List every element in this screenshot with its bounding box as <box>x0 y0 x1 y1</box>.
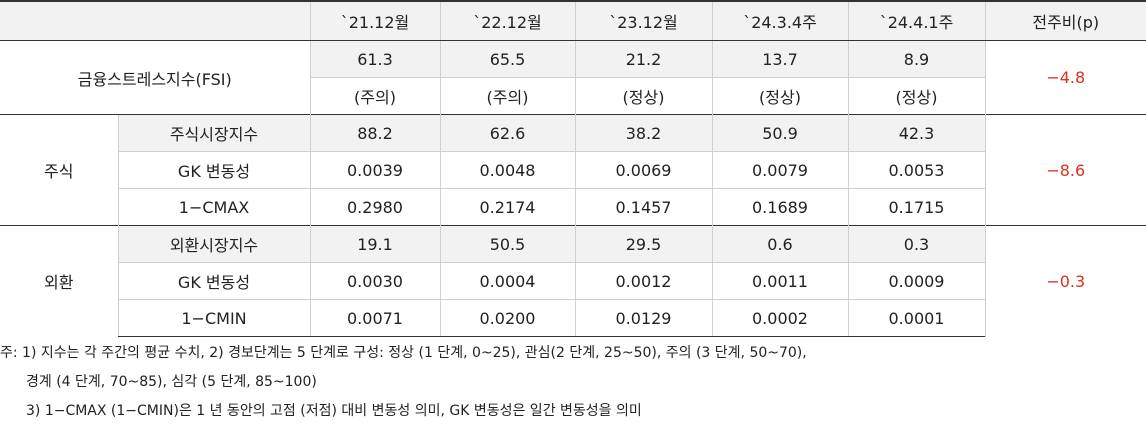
cell: (정상) <box>847 77 985 115</box>
header-cell: `24.4.1주 <box>847 0 985 41</box>
cell: 8.9 <box>847 40 985 78</box>
cell: 0.0039 <box>309 151 440 189</box>
cell: 0.0069 <box>574 151 712 189</box>
cell: 0.0048 <box>439 151 575 189</box>
note-line: 3) 1−CMAX (1−CMIN)은 1 년 동안의 고점 (저점) 대비 변… <box>26 403 642 419</box>
cell: 0.0030 <box>309 262 440 300</box>
cell: 65.5 <box>439 40 575 78</box>
cell: 62.6 <box>439 114 575 152</box>
cell: 61.3 <box>309 40 440 78</box>
cell: 38.2 <box>574 114 712 152</box>
table-row: `21.12월 `22.12월 `23.12월 `24.3.4주 `24.4.1주 전주비… <box>0 0 1146 41</box>
notes: 주: 1) 지수는 각 주간의 평균 수치, 2) 경보단계는 5 단계로 구성… <box>0 337 1146 426</box>
row-label: GK 변동성 <box>117 151 310 189</box>
table-row: (주의) (주의) (정상) (정상) (정상) <box>0 77 1146 115</box>
table-row: 외환 외환시장지수 19.1 50.5 29.5 0.6 0.3 −0.3 <box>0 225 1146 337</box>
cell: 50.5 <box>439 225 575 263</box>
cell: (주의) <box>439 77 575 115</box>
row-label: 1−CMIN <box>117 299 310 337</box>
table-row: 1−CMIN 0.0071 0.0200 0.0129 0.0002 0.0001 <box>0 299 1146 337</box>
table-row: GK 변동성 0.0030 0.0004 0.0012 0.0011 0.0009 <box>0 262 1146 300</box>
header-cell: `22.12월 <box>439 0 575 41</box>
cell: 0.0012 <box>574 262 712 300</box>
row-label: GK 변동성 <box>117 262 310 300</box>
cell: 19.1 <box>309 225 440 263</box>
table-row: 금융스트레스지수(FSI) 61.3 65.5 21.2 13.7 8.9 −4.8 <box>0 40 1146 115</box>
cell: 0.1689 <box>711 188 848 226</box>
row-label: 금융스트레스지수(FSI) <box>0 40 310 115</box>
cell: 0.0004 <box>439 262 575 300</box>
table-row: GK 변동성 0.0039 0.0048 0.0069 0.0079 0.0053 <box>0 151 1146 189</box>
cell: (정상) <box>574 77 712 115</box>
cell: 0.0053 <box>847 151 985 189</box>
note-line: 주: 1) 지수는 각 주간의 평균 수치, 2) 경보단계는 5 단계로 구성… <box>0 345 807 361</box>
change-cell: −0.3 <box>984 225 1146 337</box>
header-cell: `21.12월 <box>309 0 440 41</box>
cell: 0.1715 <box>847 188 985 226</box>
cell: 0.1457 <box>574 188 712 226</box>
cell: 0.2980 <box>309 188 440 226</box>
fsi-table: `21.12월 `22.12월 `23.12월 `24.3.4주 `24.4.1주 전주비… <box>0 0 1146 337</box>
cell: 0.0071 <box>309 299 440 337</box>
cell: 21.2 <box>574 40 712 78</box>
cell: 0.0009 <box>847 262 985 300</box>
cell: 42.3 <box>847 114 985 152</box>
cell: (정상) <box>711 77 848 115</box>
cell: 0.0002 <box>711 299 848 337</box>
cell: (주의) <box>309 77 440 115</box>
cell: 0.6 <box>711 225 848 263</box>
cell: 29.5 <box>574 225 712 263</box>
group-label: 주식 <box>0 114 118 226</box>
cell: 0.0079 <box>711 151 848 189</box>
group-label: 외환 <box>0 225 118 337</box>
cell: 88.2 <box>309 114 440 152</box>
header-cell: 전주비(p) <box>984 0 1146 41</box>
cell: 0.3 <box>847 225 985 263</box>
cell: 13.7 <box>711 40 848 78</box>
change-cell: −8.6 <box>984 114 1146 226</box>
note-line: 경계 (4 단계, 70~85), 심각 (5 단계, 85~100) <box>26 374 317 390</box>
row-label: 외환시장지수 <box>117 225 310 263</box>
cell: 0.0200 <box>439 299 575 337</box>
table-row: 주식 주식시장지수 88.2 62.6 38.2 50.9 42.3 −8.6 <box>0 114 1146 226</box>
table-row: 1−CMAX 0.2980 0.2174 0.1457 0.1689 0.1715 <box>0 188 1146 226</box>
change-cell: −4.8 <box>984 40 1146 115</box>
cell: 0.2174 <box>439 188 575 226</box>
header-cell <box>0 0 310 41</box>
cell: 0.0129 <box>574 299 712 337</box>
cell: 0.0001 <box>847 299 985 337</box>
row-label: 1−CMAX <box>117 188 310 226</box>
row-label: 주식시장지수 <box>117 114 310 152</box>
header-cell: `24.3.4주 <box>711 0 848 41</box>
cell: 0.0011 <box>711 262 848 300</box>
cell: 50.9 <box>711 114 848 152</box>
header-cell: `23.12월 <box>574 0 712 41</box>
